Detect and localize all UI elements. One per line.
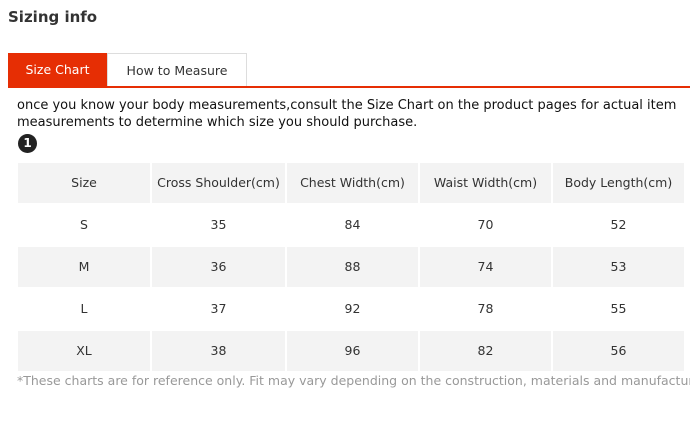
header-cell: Waist Width(cm) <box>420 163 551 203</box>
section-title: Sizing info <box>8 8 98 26</box>
table-cell: 96 <box>287 331 418 371</box>
description: once you know your body measurements,con… <box>17 98 677 130</box>
table-cell: 84 <box>344 217 361 232</box>
header-cell: Chest Width(cm) <box>287 163 418 203</box>
badge: 1 <box>18 134 37 153</box>
table-cell: M <box>18 247 150 287</box>
table-row: XL 38 96 82 56 <box>18 331 684 371</box>
table-cell: 92 <box>344 301 361 316</box>
table-cell: 52 <box>610 217 627 232</box>
table-cell: L <box>80 301 88 316</box>
table-cell: 70 <box>477 217 494 232</box>
size-table: Size Cross Shoulder(cm) Chest Width(cm) Wai… <box>18 163 684 373</box>
table-cell: 53 <box>553 247 684 287</box>
table-cell: 36 <box>152 247 285 287</box>
table-cell: 88 <box>287 247 418 287</box>
table-cell: 37 <box>210 301 227 316</box>
table-cell: 35 <box>210 217 227 232</box>
table-row: M 36 88 74 53 <box>18 247 684 287</box>
header-cell: Size <box>18 163 150 203</box>
tab[interactable]: How to Measure <box>107 53 247 86</box>
table-cell: 78 <box>477 301 494 316</box>
tab-underline <box>8 86 690 88</box>
table-cell: 56 <box>553 331 684 371</box>
tab-bar: Size Chart How to Measure <box>8 53 247 86</box>
table-cell: XL <box>18 331 150 371</box>
table-cell: S <box>80 217 88 232</box>
table-row: L 37 92 78 55 <box>18 289 684 329</box>
footnote: *These charts are for reference only. Fi… <box>17 373 690 388</box>
table-cell: 74 <box>420 247 551 287</box>
table-cell: 38 <box>152 331 285 371</box>
table-cell: 82 <box>420 331 551 371</box>
header-row: Size Cross Shoulder(cm) Chest Width(cm) Wai… <box>18 163 684 203</box>
tab[interactable]: Size Chart <box>8 53 107 86</box>
table-row: S 35 84 70 52 <box>18 205 684 245</box>
header-cell: Cross Shoulder(cm) <box>152 163 285 203</box>
header-cell: Body Length(cm) <box>553 163 684 203</box>
table-cell: 55 <box>610 301 627 316</box>
